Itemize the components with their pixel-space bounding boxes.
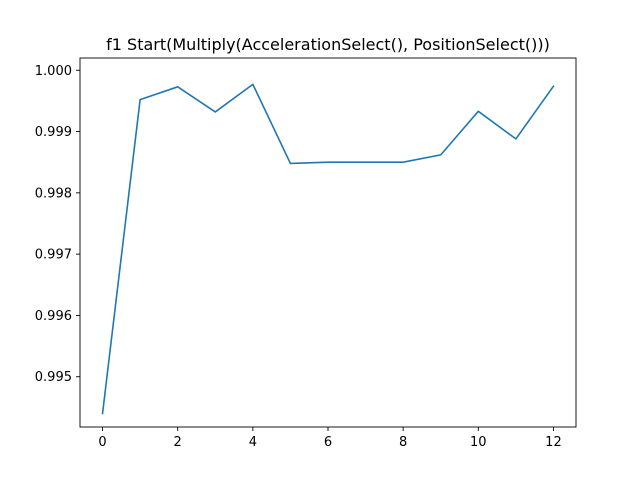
chart-title: f1 Start(Multiply(AccelerationSelect(), … bbox=[106, 35, 550, 54]
y-tick-label: 0.996 bbox=[35, 309, 72, 324]
x-tick-label: 12 bbox=[545, 435, 562, 450]
x-tick-label: 2 bbox=[174, 435, 182, 450]
x-tick-label: 4 bbox=[249, 435, 257, 450]
x-tick-label: 10 bbox=[470, 435, 487, 450]
y-tick-label: 0.995 bbox=[35, 370, 72, 385]
y-tick-label: 0.998 bbox=[35, 186, 72, 201]
y-tick-label: 0.997 bbox=[35, 248, 72, 263]
x-tick-label: 8 bbox=[399, 435, 407, 450]
plot-area: 0 2 4 6 8 10 12 0.995 0.996 0.997 0.998 0.999 1.000 bbox=[35, 57, 577, 450]
x-tick-label: 0 bbox=[98, 435, 106, 450]
axes-frame bbox=[79, 57, 577, 428]
y-tick-label: 1.000 bbox=[35, 64, 72, 79]
y-tick-label: 0.999 bbox=[35, 125, 72, 140]
series-line-0 bbox=[101, 83, 555, 415]
x-tick-label: 6 bbox=[324, 435, 332, 450]
